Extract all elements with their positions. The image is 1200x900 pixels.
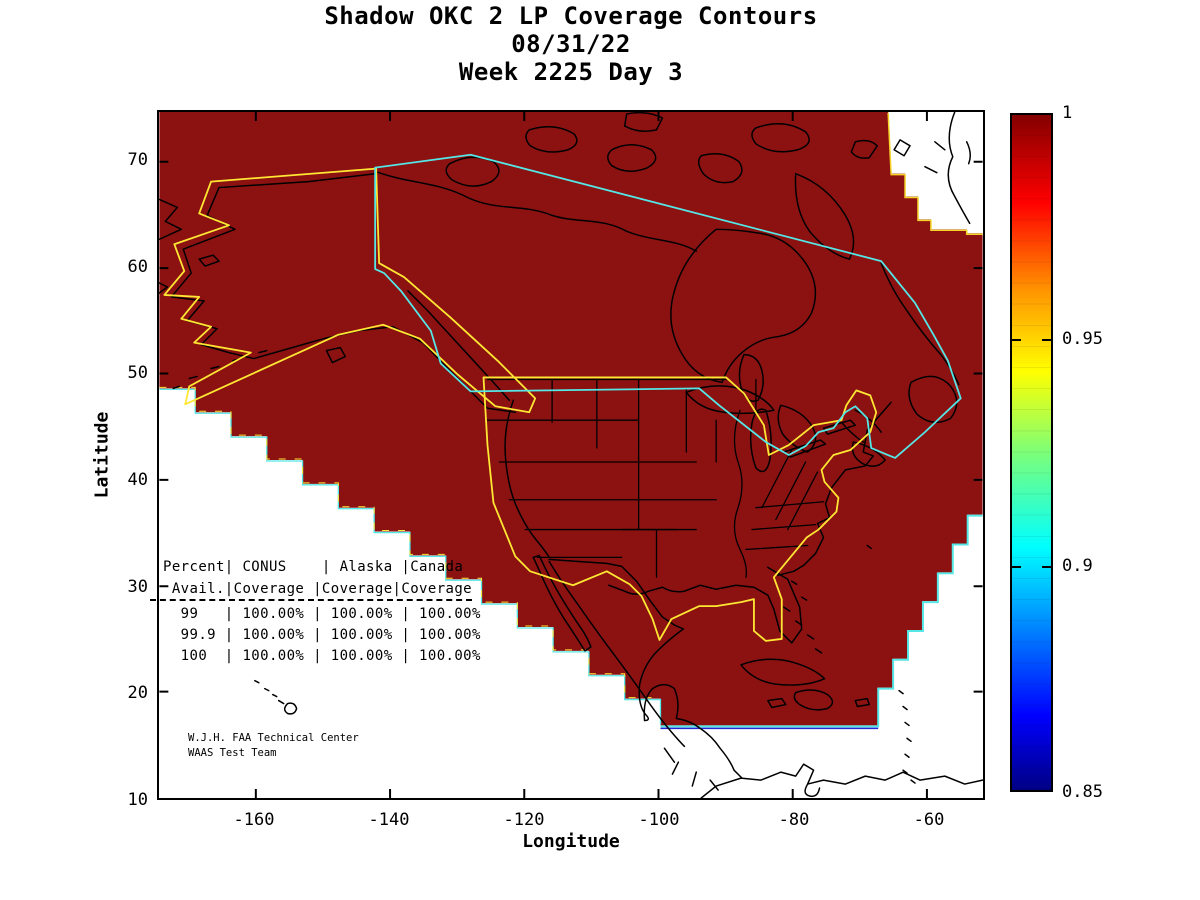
conus-boundary [482, 376, 878, 642]
canada-coverage-boundary [374, 153, 962, 459]
availability-table-row-99.9: 99.9 | 100.00% | 100.00% | 100.00% [163, 627, 481, 643]
axis-tick-marks [159, 112, 983, 798]
coverage-map [159, 112, 983, 798]
availability-table-row-100: 100 | 100.00% | 100.00% | 100.00% [163, 648, 481, 664]
plot-title: Shadow OKC 2 LP Coverage Contours 08/31/… [157, 2, 985, 86]
title-line-3: Week 2225 Day 3 [458, 58, 684, 86]
y-tick-30: 30 [127, 577, 148, 597]
colorbar-label-0.9: 0.9 [1062, 556, 1093, 576]
x-tick--80: -80 [778, 810, 810, 830]
y-tick-50: 50 [127, 363, 148, 383]
footer-line-2: WAAS Test Team [188, 747, 277, 759]
colorbar [1010, 113, 1053, 792]
y-tick-60: 60 [127, 257, 148, 277]
y-tick-40: 40 [127, 470, 148, 490]
y-tick-70: 70 [127, 150, 148, 170]
y-tick-10: 10 [127, 790, 148, 810]
x-tick--60: -60 [913, 810, 945, 830]
state-borders [486, 378, 825, 578]
title-line-1: Shadow OKC 2 LP Coverage Contours [324, 2, 818, 30]
conus-alaska-coverage-boundary [163, 167, 878, 642]
colorbar-tick-mark-0.95-left [1012, 339, 1021, 341]
x-tick--140: -140 [368, 810, 410, 830]
map-plot-area [157, 110, 985, 800]
x-tick--160: -160 [233, 810, 275, 830]
y-tick-20: 20 [127, 683, 148, 703]
x-tick--100: -100 [638, 810, 680, 830]
x-axis-label: Longitude [522, 831, 620, 852]
availability-table-header-2: Avail.|Coverage |Coverage|Coverage [163, 581, 473, 597]
title-line-2: 08/31/22 [511, 30, 631, 58]
alaska-boundary [163, 167, 537, 414]
colorbar-label-0.85: 0.85 [1062, 782, 1103, 802]
coverage-edge-fringe-cyan [660, 514, 983, 728]
footer-line-1: W.J.H. FAA Technical Center [188, 732, 359, 744]
x-tick--120: -120 [503, 810, 545, 830]
coverage-edge-fringe-notch [887, 112, 983, 236]
y-axis-label: Latitude [91, 411, 113, 499]
availability-table-row-99: 99 | 100.00% | 100.00% | 100.00% [163, 606, 481, 622]
colorbar-tick-mark-0.95-right [1042, 339, 1051, 341]
availability-table-header-1: Percent| CONUS | Alaska |Canada [163, 559, 464, 575]
colorbar-tick-mark-0.9-left [1012, 566, 1021, 568]
colorbar-tick-mark-0.9-right [1042, 566, 1051, 568]
coverage-edge-fringe-sw-yellow [159, 386, 661, 699]
colorbar-label-0.95: 0.95 [1062, 329, 1103, 349]
colorbar-label-1: 1 [1062, 103, 1073, 123]
table-divider-dashed-line [150, 599, 472, 601]
